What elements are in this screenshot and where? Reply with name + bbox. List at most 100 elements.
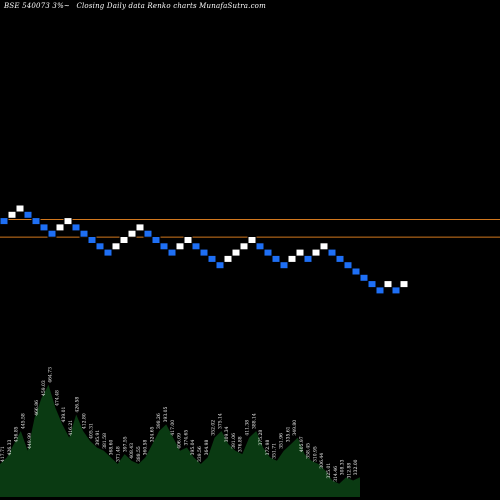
renko-brick-up — [383, 280, 393, 289]
renko-brick-down — [199, 248, 209, 257]
renko-brick-down — [335, 254, 345, 263]
volume-area — [0, 384, 360, 497]
volume-label: 314.46 — [333, 466, 339, 482]
volume-label: 310.95 — [312, 446, 318, 462]
stock-code: BSE 540073 3%~ — [4, 2, 70, 10]
renko-brick-up — [399, 280, 409, 289]
renko-brick-down — [263, 248, 273, 257]
renko-brick-up — [247, 236, 257, 244]
volume-label: 375.14 — [217, 413, 223, 429]
renko-brick-up — [319, 242, 329, 251]
renko-brick-down — [23, 210, 33, 219]
volume-label: 376.88 — [238, 436, 244, 452]
volume-label: 308.33 — [340, 459, 346, 475]
volume-label: 352.02 — [211, 420, 217, 436]
renko-brick-up — [15, 204, 25, 213]
volume-label: 445.58 — [20, 413, 26, 429]
volume-label: 411.38 — [245, 420, 251, 436]
renko-brick-down — [191, 242, 201, 251]
renko-brick-down — [279, 261, 289, 270]
renko-brick-down — [391, 286, 401, 295]
volume-label: 405.31 — [88, 423, 94, 439]
renko-brick-up — [183, 236, 193, 244]
volume-label: 349.80 — [292, 420, 298, 436]
volume-label: 417.00 — [170, 420, 176, 436]
renko-brick-up — [7, 210, 17, 219]
volume-label: 436.85 — [14, 426, 20, 442]
renko-brick-down — [71, 223, 81, 232]
volume-label: 416.21 — [68, 420, 74, 436]
renko-brick-down — [255, 242, 265, 251]
renko-brick-down — [159, 242, 169, 251]
renko-brick-down — [151, 236, 161, 244]
volume-label: 395.04 — [190, 440, 196, 456]
volume-label: 474.48 — [54, 390, 60, 406]
volume-label: 466.86 — [34, 400, 40, 416]
volume-label: 408.43 — [129, 443, 135, 459]
renko-brick-down — [143, 229, 153, 238]
renko-brick-up — [231, 248, 241, 257]
volume-label: 358.45 — [306, 443, 312, 459]
renko-brick-down — [31, 217, 41, 226]
renko-brick-up — [135, 223, 145, 232]
renko-brick-down — [303, 254, 313, 263]
volume-label: 335.61 — [285, 426, 291, 442]
renko-brick-up — [311, 248, 321, 257]
volume-label: 324.65 — [149, 426, 155, 442]
renko-brick-down — [351, 267, 361, 276]
renko-brick-up — [223, 254, 233, 263]
volume-label: 412.80 — [82, 413, 88, 429]
renko-brick-down — [207, 254, 217, 263]
renko-brick-up — [63, 217, 73, 226]
volume-label: 426.33 — [7, 440, 13, 456]
volume-label: 439.01 — [61, 407, 67, 423]
chart-description: Closing Daily data Renko charts MunafaSu… — [76, 2, 266, 10]
renko-brick-down — [95, 242, 105, 251]
volume-label: 374.65 — [183, 430, 189, 446]
volume-label: 464.73 — [48, 367, 54, 383]
renko-brick-up — [127, 229, 137, 238]
volume-label: 388.55 — [136, 446, 142, 462]
volume-label: 351.71 — [272, 443, 278, 459]
volume-label: 332.00 — [353, 459, 359, 475]
volume-label: 360.58 — [143, 440, 149, 456]
volume-label: 393.05 — [163, 407, 169, 423]
renko-brick-down — [367, 280, 377, 289]
volume-label: 406.09 — [177, 433, 183, 449]
volume-label: 306.44 — [319, 453, 325, 469]
volume-label: 351.96 — [278, 433, 284, 449]
renko-brick-down — [47, 229, 57, 238]
renko-brick-down — [327, 248, 337, 257]
volume-label: 397.55 — [122, 436, 128, 452]
volume-label: 375.28 — [258, 430, 264, 446]
volume-label: 371.48 — [115, 446, 121, 462]
volume-label: 364.98 — [204, 440, 210, 456]
volume-label: 368.60 — [109, 440, 115, 456]
volume-label: 398.26 — [156, 413, 162, 429]
volume-label: 381.58 — [102, 433, 108, 449]
renko-brick-down — [343, 261, 353, 270]
renko-brick-up — [55, 223, 65, 232]
volume-label: 405.97 — [299, 436, 305, 452]
volume-label: 312.88 — [346, 463, 352, 479]
volume-label: 449.99 — [27, 433, 33, 449]
renko-brick-down — [0, 217, 9, 226]
volume-label: 372.98 — [265, 440, 271, 456]
renko-brick-down — [87, 236, 97, 244]
volume-label: 325.01 — [326, 463, 332, 479]
renko-brick-down — [359, 273, 369, 282]
renko-brick-down — [215, 261, 225, 270]
renko-brick-up — [239, 242, 249, 251]
renko-brick-up — [175, 242, 185, 251]
renko-brick-down — [375, 286, 385, 295]
renko-brick-up — [287, 254, 297, 263]
chart-header: BSE 540073 3%~ Closing Daily data Renko … — [4, 2, 270, 10]
volume-label: 391.06 — [231, 433, 237, 449]
renko-brick-down — [103, 248, 113, 257]
volume-label: 309.34 — [224, 426, 230, 442]
renko-brick-down — [167, 248, 177, 257]
renko-brick-down — [39, 223, 49, 232]
volume-label: 388.14 — [251, 413, 257, 429]
volume-label: 417.71 — [0, 446, 6, 462]
